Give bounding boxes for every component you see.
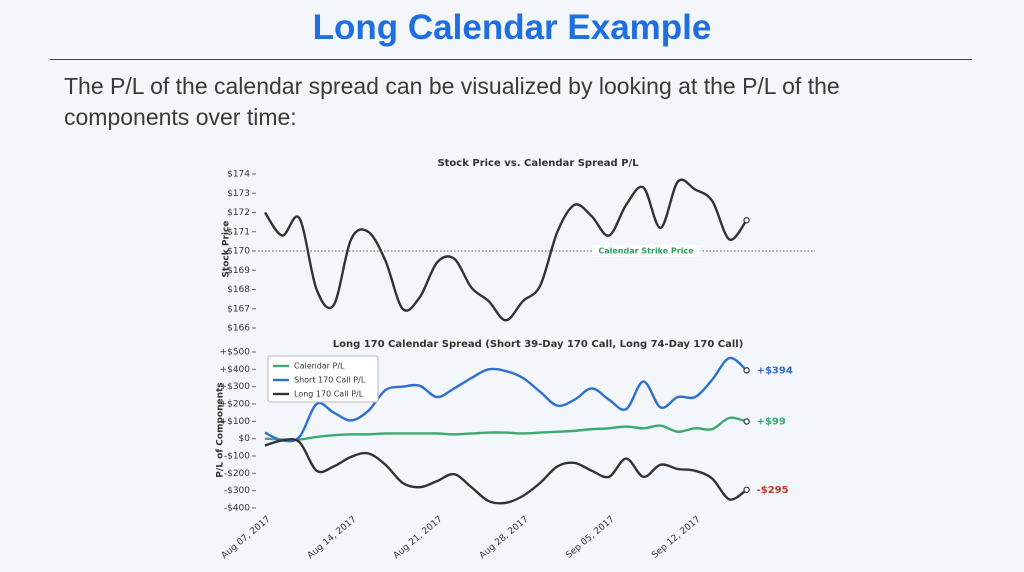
y-tick-label: +$200: [220, 400, 251, 410]
y-tick-label: +$400: [220, 365, 251, 375]
y-tick-label: +$300: [220, 382, 251, 392]
value-label: +$394: [757, 365, 793, 376]
y-axis-label: P/L of Components: [216, 382, 226, 477]
value-label: +$99: [757, 417, 786, 428]
chart-title: Stock Price vs. Calendar Spread P/L: [437, 158, 639, 169]
y-tick-label: -$200: [224, 469, 250, 479]
y-tick-label: $168: [227, 285, 250, 295]
y-tick-label: -$100: [224, 451, 250, 461]
end-marker: [743, 418, 750, 425]
line-series: [263, 178, 748, 322]
reference-label: Calendar Strike Price: [598, 247, 694, 256]
body-text: components over time:: [64, 104, 297, 130]
y-tick-label: -$400: [224, 503, 250, 513]
end-marker: [743, 486, 750, 493]
y-tick-label: $170: [227, 247, 250, 257]
x-tick-label: Sep 05, 2017: [564, 515, 616, 561]
end-marker: [743, 367, 750, 374]
chart-title: Long 170 Calendar Spread (Short 39-Day 1…: [333, 339, 744, 350]
x-tick-label: Sep 12, 2017: [650, 515, 702, 561]
y-tick-label: $172: [227, 208, 250, 218]
y-tick-label: $174: [227, 170, 250, 180]
y-tick-label: -$300: [224, 486, 250, 496]
y-tick-label: $0: [239, 434, 251, 444]
x-tick-label: Aug 07, 2017: [220, 515, 273, 562]
y-tick-label: $171: [227, 227, 250, 237]
x-tick-label: Aug 21, 2017: [392, 515, 445, 562]
line-series: [264, 356, 748, 443]
body-text: The P/L of the calendar spread can be vi…: [64, 73, 840, 99]
legend-label: Long 170 Call P/L: [294, 390, 364, 399]
line-series: [264, 416, 747, 441]
divider: [50, 59, 972, 60]
slide-title: Long Calendar Example: [312, 8, 712, 47]
reference-label-bg: [592, 245, 700, 257]
y-tick-label: $166: [227, 324, 250, 334]
x-tick-label: Aug 14, 2017: [306, 515, 359, 562]
legend-box: [267, 355, 379, 403]
y-tick-label: $167: [227, 304, 250, 314]
legend-label: Calendar P/L: [294, 362, 345, 371]
y-tick-label: +$500: [220, 348, 251, 358]
y-axis-label: Stock Price: [222, 221, 232, 278]
y-tick-label: $173: [227, 189, 250, 199]
line-series: [264, 437, 748, 505]
y-tick-label: $169: [227, 266, 250, 276]
end-marker: [743, 216, 750, 224]
value-label: -$295: [757, 485, 789, 496]
x-tick-label: Aug 28, 2017: [478, 515, 531, 562]
legend-label: Short 170 Call P/L: [294, 376, 366, 385]
y-tick-label: +$100: [220, 417, 251, 427]
